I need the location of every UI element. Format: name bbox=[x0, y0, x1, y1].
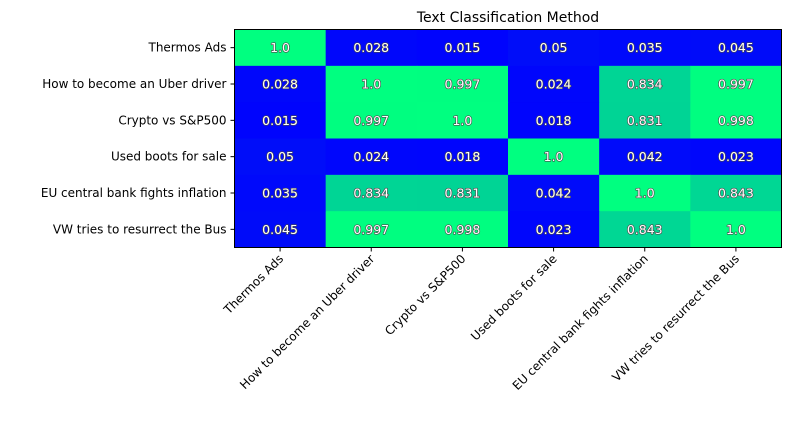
heatmap-cell bbox=[234, 29, 327, 67]
cell-value-label: 0.024 bbox=[353, 149, 389, 164]
heatmap-cell bbox=[325, 211, 418, 248]
cell-value-label: 0.997 bbox=[445, 77, 481, 92]
cell-value-label: 0.843 bbox=[627, 222, 663, 237]
cell-value-label: 0.997 bbox=[353, 113, 389, 128]
cell-value-label: 0.045 bbox=[718, 40, 754, 55]
heatmap-cell bbox=[599, 138, 691, 176]
y-tick-label: VW tries to resurrect the Bus bbox=[53, 222, 227, 236]
heatmap-cell bbox=[599, 211, 691, 248]
y-tick-labels: Thermos Ads How to become an Uber driver C… bbox=[41, 41, 235, 236]
heatmap-cells: 1.0 0.028 0.015 0.05 0.035 0.045 0.028 1.0 0.997… bbox=[234, 29, 782, 248]
heatmap-cell bbox=[416, 102, 509, 139]
heatmap-cell bbox=[416, 211, 509, 248]
cell-value-label: 0.998 bbox=[445, 222, 481, 237]
y-tick-label: EU central bank fights inflation bbox=[41, 186, 227, 200]
x-tick-label: Used boots for sale bbox=[468, 252, 560, 344]
heatmap-cell bbox=[599, 102, 691, 139]
heatmap-cell bbox=[508, 211, 600, 248]
cell-value-label: 0.834 bbox=[627, 77, 663, 92]
cell-value-label: 0.997 bbox=[718, 77, 754, 92]
heatmap-cell bbox=[690, 102, 782, 139]
cell-value-label: 1.0 bbox=[726, 222, 746, 237]
chart-title: Text Classification Method bbox=[416, 10, 599, 26]
y-tick-label: Used boots for sale bbox=[111, 150, 227, 164]
heatmap-cell bbox=[325, 174, 418, 212]
cell-value-label: 0.023 bbox=[718, 149, 754, 164]
cell-value-label: 0.042 bbox=[627, 149, 663, 164]
cell-value-label: 0.018 bbox=[536, 113, 572, 128]
heatmap-cell bbox=[234, 174, 327, 212]
cell-value-label: 0.018 bbox=[445, 149, 481, 164]
cell-value-label: 0.042 bbox=[536, 186, 572, 201]
y-tick-label: Crypto vs S&P500 bbox=[118, 113, 226, 127]
cell-value-label: 0.05 bbox=[540, 40, 568, 55]
heatmap-cell bbox=[508, 102, 600, 139]
x-tick-label: Crypto vs S&P500 bbox=[382, 252, 468, 338]
cell-value-label: 0.831 bbox=[627, 113, 663, 128]
y-tick-label: Thermos Ads bbox=[147, 41, 226, 55]
cell-value-label: 0.028 bbox=[262, 77, 298, 92]
heatmap-cell bbox=[508, 65, 600, 103]
heatmap-cell bbox=[416, 174, 509, 212]
cell-value-label: 0.023 bbox=[536, 222, 572, 237]
cell-value-label: 1.0 bbox=[452, 113, 472, 128]
cell-value-label: 0.834 bbox=[353, 186, 389, 201]
cell-value-label: 0.997 bbox=[353, 222, 389, 237]
cell-value-label: 0.045 bbox=[262, 222, 298, 237]
heatmap-cell bbox=[234, 65, 327, 103]
heatmap-cell bbox=[416, 29, 509, 67]
heatmap-cell bbox=[416, 65, 509, 103]
cell-value-label: 0.035 bbox=[262, 186, 298, 201]
heatmap-cell bbox=[234, 211, 327, 248]
cell-value-label: 0.05 bbox=[266, 149, 294, 164]
cell-value-label: 0.998 bbox=[718, 113, 754, 128]
cell-value-label: 1.0 bbox=[635, 186, 655, 201]
y-tick-label: How to become an Uber driver bbox=[42, 77, 226, 91]
heatmap-cell bbox=[508, 138, 600, 176]
cell-value-label: 0.015 bbox=[262, 113, 298, 128]
heatmap-cell bbox=[690, 29, 782, 67]
cell-value-label: 0.831 bbox=[445, 186, 481, 201]
cell-value-label: 1.0 bbox=[270, 40, 290, 55]
cell-value-label: 0.843 bbox=[718, 186, 754, 201]
cell-value-label: 0.035 bbox=[627, 40, 663, 55]
heatmap-cell bbox=[325, 65, 418, 103]
cell-value-label: 0.024 bbox=[536, 77, 572, 92]
heatmap-cell bbox=[325, 138, 418, 176]
heatmap-cell bbox=[325, 102, 418, 139]
heatmap-cell bbox=[325, 29, 418, 67]
heatmap-cell bbox=[508, 29, 600, 67]
heatmap-cell bbox=[690, 211, 782, 248]
heatmap-cell bbox=[690, 174, 782, 212]
x-tick-label: Thermos Ads bbox=[220, 252, 286, 318]
heatmap-cell bbox=[599, 65, 691, 103]
cell-value-label: 0.015 bbox=[445, 40, 481, 55]
plot-frame bbox=[234, 29, 782, 248]
heatmap-cell bbox=[690, 138, 782, 176]
cell-value-label: 1.0 bbox=[544, 149, 564, 164]
cell-value-label: 1.0 bbox=[361, 77, 381, 92]
heatmap-cell bbox=[508, 174, 600, 212]
heatmap-cell bbox=[234, 138, 327, 176]
heatmap-cell bbox=[234, 102, 327, 139]
heatmap-cell bbox=[599, 174, 691, 212]
heatmap-cell bbox=[599, 29, 691, 67]
heatmap-cell bbox=[416, 138, 509, 176]
cell-value-label: 0.028 bbox=[353, 40, 389, 55]
heatmap-cell bbox=[690, 65, 782, 103]
